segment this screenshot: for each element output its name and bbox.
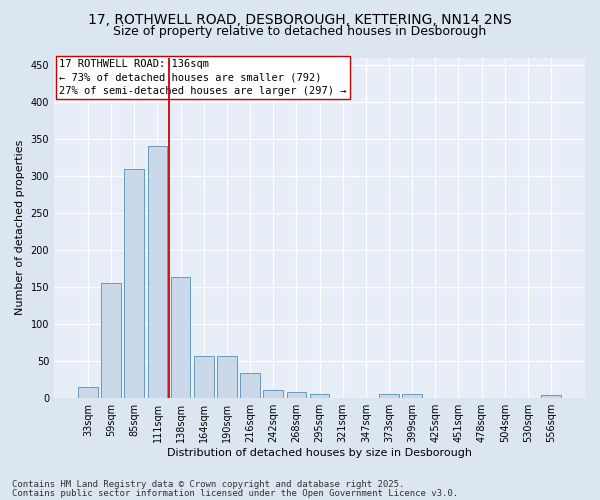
- Text: Contains public sector information licensed under the Open Government Licence v3: Contains public sector information licen…: [12, 488, 458, 498]
- Bar: [402, 394, 422, 398]
- Bar: [194, 356, 214, 398]
- X-axis label: Distribution of detached houses by size in Desborough: Distribution of detached houses by size …: [167, 448, 472, 458]
- Bar: [379, 394, 399, 398]
- Bar: [217, 356, 237, 398]
- Bar: [171, 277, 190, 398]
- Text: 17 ROTHWELL ROAD: 136sqm
← 73% of detached houses are smaller (792)
27% of semi-: 17 ROTHWELL ROAD: 136sqm ← 73% of detach…: [59, 59, 347, 96]
- Bar: [263, 390, 283, 398]
- Text: Size of property relative to detached houses in Desborough: Size of property relative to detached ho…: [113, 25, 487, 38]
- Bar: [287, 392, 306, 398]
- Bar: [148, 146, 167, 398]
- Text: Contains HM Land Registry data © Crown copyright and database right 2025.: Contains HM Land Registry data © Crown c…: [12, 480, 404, 489]
- Bar: [310, 394, 329, 398]
- Bar: [124, 169, 144, 398]
- Bar: [240, 374, 260, 398]
- Bar: [78, 386, 98, 398]
- Bar: [101, 283, 121, 398]
- Y-axis label: Number of detached properties: Number of detached properties: [15, 140, 25, 316]
- Bar: [541, 395, 561, 398]
- Text: 17, ROTHWELL ROAD, DESBOROUGH, KETTERING, NN14 2NS: 17, ROTHWELL ROAD, DESBOROUGH, KETTERING…: [88, 12, 512, 26]
